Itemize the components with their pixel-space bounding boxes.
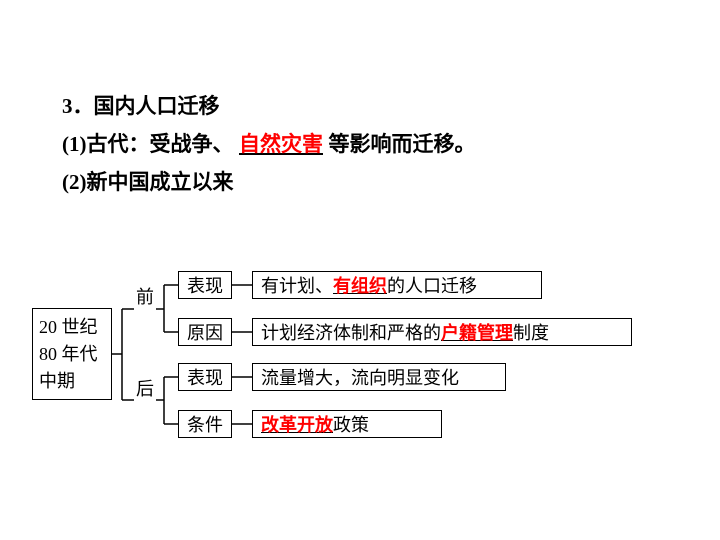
r1-blank: 有组织 bbox=[333, 276, 387, 296]
item1-prefix: (1)古代：受战争、 bbox=[62, 132, 234, 156]
content-r4: 改革开放 政策 bbox=[252, 410, 442, 438]
content-r1: 有计划、有组织 的人口迁移 bbox=[252, 271, 542, 299]
branch-after: 后 bbox=[136, 375, 154, 401]
r1-pre: 有计划、 bbox=[261, 272, 333, 298]
r4-blank: 改革开放 bbox=[261, 415, 333, 435]
connectors bbox=[0, 0, 720, 540]
label-r2: 原因 bbox=[178, 318, 232, 346]
heading: 3．国内人口迁移 bbox=[62, 90, 220, 120]
label-r4: 条件 bbox=[178, 410, 232, 438]
item1: (1)古代：受战争、自然灾害等影响而迁移。 bbox=[62, 128, 476, 158]
item2: (2)新中国成立以来 bbox=[62, 166, 234, 196]
item1-suffix: 等影响而迁移。 bbox=[329, 132, 476, 156]
root-box: 20 世纪 80 年代 中期 bbox=[32, 308, 112, 400]
label-r3: 表现 bbox=[178, 363, 232, 391]
r3-text: 流量增大，流向明显变化 bbox=[261, 364, 459, 390]
r1-post: 的人口迁移 bbox=[387, 272, 477, 298]
r4-post: 政策 bbox=[333, 411, 369, 437]
root-line3: 中期 bbox=[39, 371, 75, 391]
r2-post: 制度 bbox=[513, 319, 549, 345]
branch-before: 前 bbox=[136, 283, 154, 309]
label-r1: 表现 bbox=[178, 271, 232, 299]
root-line2: 80 年代 bbox=[39, 344, 98, 364]
item1-blank: 自然灾害 bbox=[239, 132, 323, 156]
heading-title: 国内人口迁移 bbox=[94, 94, 220, 118]
item2-text: (2)新中国成立以来 bbox=[62, 170, 234, 194]
r2-pre: 计划经济体制和严格的 bbox=[261, 319, 441, 345]
heading-number: 3． bbox=[62, 94, 94, 118]
content-r2: 计划经济体制和严格的 户籍管理 制度 bbox=[252, 318, 632, 346]
r2-blank: 户籍管理 bbox=[441, 323, 513, 343]
root-line1: 20 世纪 bbox=[39, 317, 98, 337]
content-r3: 流量增大，流向明显变化 bbox=[252, 363, 506, 391]
